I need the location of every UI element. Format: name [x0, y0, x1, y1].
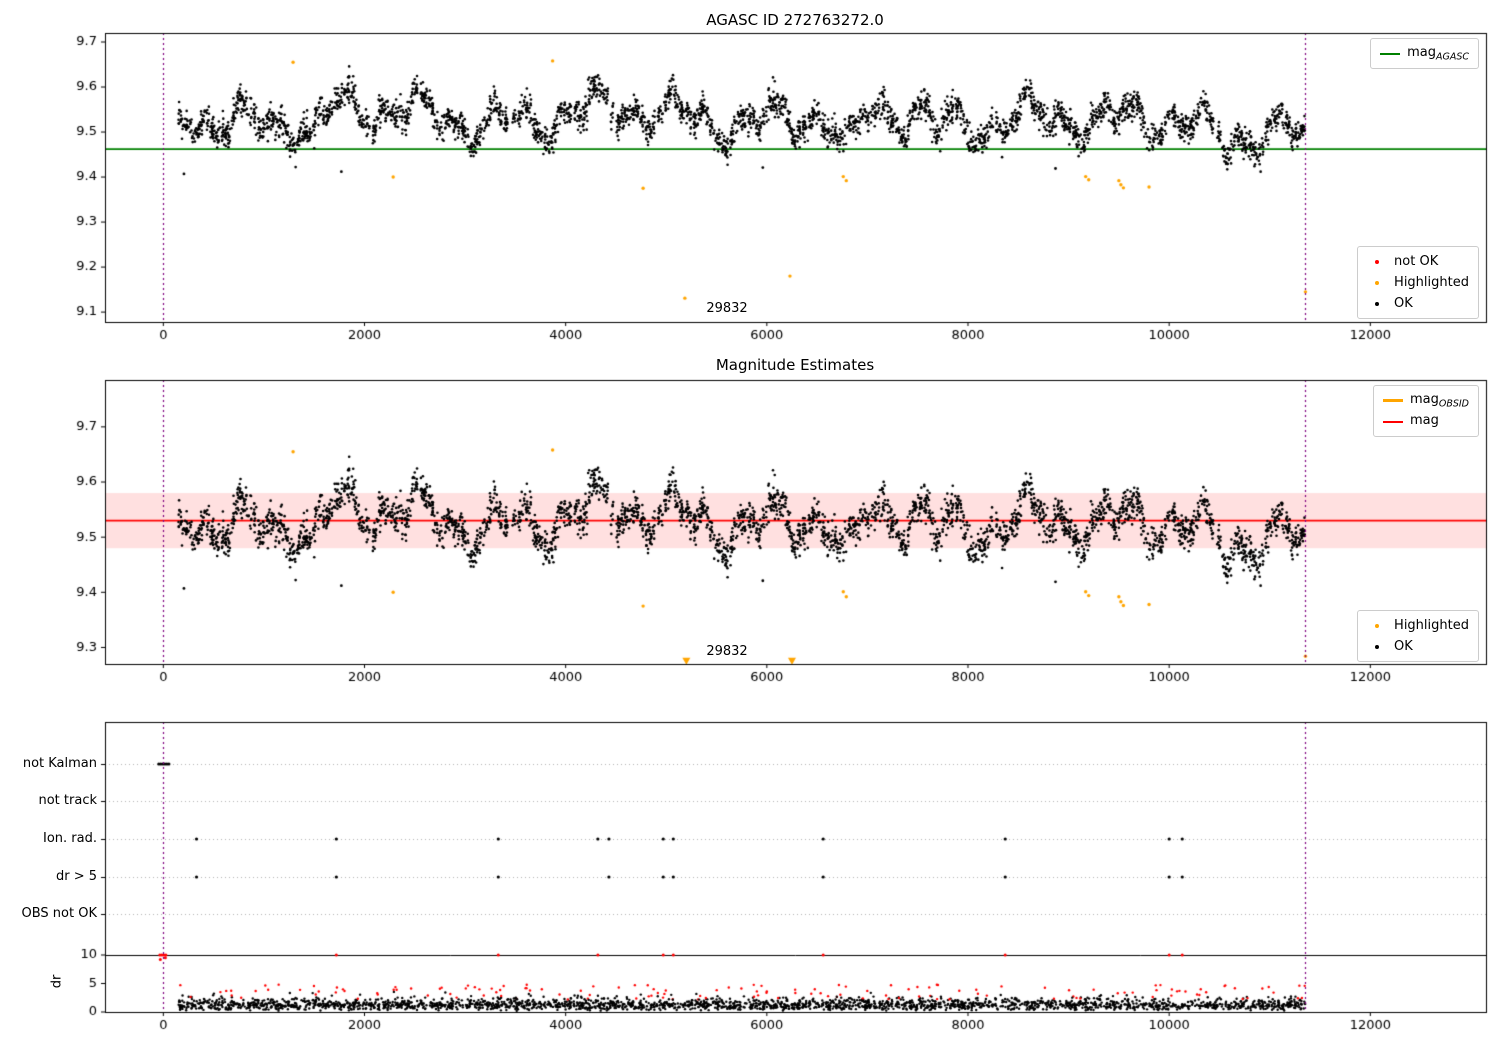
not-ok-dot-icon: [1375, 259, 1380, 264]
legend-item-highlighted: Highlighted: [1367, 273, 1469, 292]
highlighted-dot-swatch-wrap: [1367, 280, 1387, 285]
legend-label-ok-middle: OK: [1394, 639, 1413, 654]
highlighted-dot-swatch-wrap: [1367, 623, 1387, 628]
flag-label-dr-gt-5: dr > 5: [55, 869, 97, 884]
legend-label-not-ok: not OK: [1394, 254, 1439, 269]
highlighted-dot-icon: [1375, 280, 1380, 285]
mag-obsid-line-swatch: [1382, 399, 1403, 402]
mag-agasc-line-swatch: [1380, 52, 1401, 55]
highlighted-dot-icon: [1375, 623, 1380, 628]
legend-point-types-top: not OK Highlighted OK: [1357, 246, 1479, 319]
dr-axis-label: dr: [49, 974, 65, 989]
legend-item-mag-agasc: magAGASC: [1380, 44, 1469, 63]
legend-mag-lines: magOBSID mag: [1372, 385, 1479, 437]
legend-label-highlighted: Highlighted: [1394, 275, 1469, 290]
ok-dot-swatch-wrap: [1367, 301, 1387, 306]
legend-mag-agasc: magAGASC: [1370, 38, 1479, 69]
flag-label-not-kalman: not Kalman: [22, 756, 97, 771]
ok-dot-swatch-wrap: [1367, 644, 1387, 649]
flag-label-ion-rad: Ion. rad.: [43, 831, 97, 846]
legend-item-not-ok: not OK: [1367, 252, 1469, 271]
ok-dot-icon: [1375, 644, 1380, 649]
legend-item-mag: mag: [1382, 412, 1469, 431]
legend-item-ok-middle: OK: [1367, 637, 1469, 656]
middle-plot-title: Magnitude Estimates: [715, 356, 875, 374]
legend-label-highlighted-middle: Highlighted: [1394, 618, 1469, 633]
legend-label-mag-obsid: magOBSID: [1409, 391, 1469, 410]
legend-label-mag-agasc: magAGASC: [1407, 44, 1469, 63]
legend-item-mag-obsid: magOBSID: [1382, 391, 1469, 410]
legend-label-ok: OK: [1394, 296, 1413, 311]
legend-point-types-middle: Highlighted OK: [1357, 610, 1479, 662]
annotation-obsid-middle: 29832: [706, 644, 748, 659]
mag-line-swatch: [1382, 420, 1403, 423]
flag-label-obs-not-ok: OBS not OK: [21, 906, 98, 921]
annotation-obsid-top: 29832: [706, 301, 748, 316]
legend-item-ok: OK: [1367, 294, 1469, 313]
not-ok-dot-swatch-wrap: [1367, 259, 1387, 264]
top-plot-title: AGASC ID 272763272.0: [706, 11, 884, 29]
flag-label-not-track: not track: [38, 793, 97, 808]
ok-dot-icon: [1375, 301, 1380, 306]
legend-item-highlighted-middle: Highlighted: [1367, 616, 1469, 635]
legend-label-mag: mag: [1409, 412, 1439, 428]
